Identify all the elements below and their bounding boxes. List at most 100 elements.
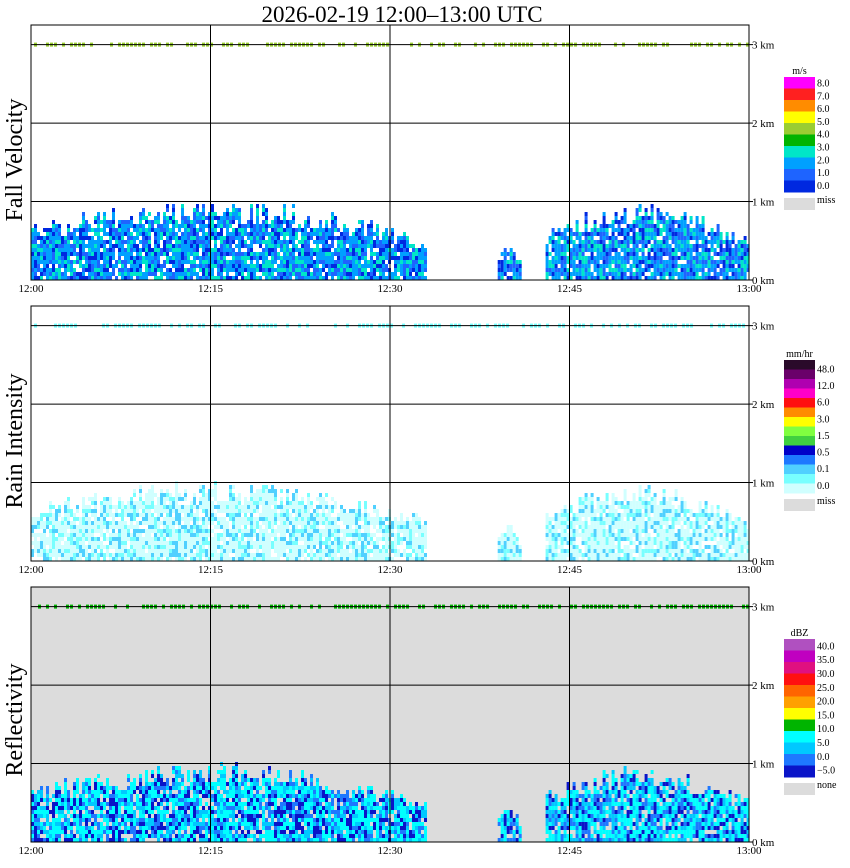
data-cell xyxy=(172,525,175,529)
data-cell xyxy=(641,557,645,561)
data-cell xyxy=(64,521,67,525)
data-cell xyxy=(581,240,585,244)
data-cell xyxy=(593,276,597,280)
data-cell xyxy=(596,517,600,521)
data-cell xyxy=(181,208,184,212)
data-cell xyxy=(349,525,352,529)
data-cell xyxy=(151,521,154,525)
data-cell xyxy=(142,272,145,276)
data-cell xyxy=(253,525,256,529)
data-cell xyxy=(211,252,214,256)
data-cell xyxy=(632,240,636,244)
data-cell xyxy=(587,264,591,268)
data-cell xyxy=(611,549,615,553)
data-cell xyxy=(584,545,588,549)
data-cell xyxy=(154,272,157,276)
data-cell xyxy=(554,268,558,272)
data-cell xyxy=(277,513,280,517)
data-cell xyxy=(220,224,223,228)
data-cell xyxy=(325,236,328,240)
data-cell xyxy=(545,517,549,521)
data-cell xyxy=(163,541,166,545)
data-cell xyxy=(190,557,193,561)
data-cell xyxy=(160,497,163,501)
data-cell xyxy=(94,545,97,549)
data-cell xyxy=(190,549,193,553)
data-cell xyxy=(259,537,262,541)
data-cell xyxy=(638,533,642,537)
data-cell xyxy=(403,260,406,264)
data-cell xyxy=(584,493,588,497)
data-cell xyxy=(503,264,507,268)
data-cell xyxy=(205,505,208,509)
data-cell xyxy=(226,501,229,505)
data-cell xyxy=(256,224,259,228)
data-cell xyxy=(418,533,421,537)
data-cell xyxy=(644,533,648,537)
data-cell xyxy=(596,264,600,268)
data-cell xyxy=(412,525,415,529)
data-cell xyxy=(316,268,319,272)
data-cell xyxy=(641,232,645,236)
data-cell xyxy=(139,220,142,224)
data-cell xyxy=(286,276,289,280)
data-cell xyxy=(85,224,88,228)
data-cell xyxy=(599,549,603,553)
data-cell xyxy=(340,505,343,509)
data-cell xyxy=(397,276,400,280)
data-cell xyxy=(325,533,328,537)
data-cell xyxy=(340,517,343,521)
data-cell xyxy=(638,204,642,208)
data-cell xyxy=(304,220,307,224)
data-cell xyxy=(563,537,567,541)
data-cell xyxy=(97,521,100,525)
data-cell xyxy=(226,529,229,533)
data-cell xyxy=(400,240,403,244)
data-cell xyxy=(124,509,127,513)
data-cell xyxy=(572,264,576,268)
data-cell xyxy=(151,557,154,561)
data-cell xyxy=(196,513,199,517)
data-cell xyxy=(503,533,507,537)
data-cell xyxy=(283,553,286,557)
data-cell xyxy=(289,533,292,537)
data-cell xyxy=(97,244,100,248)
data-cell xyxy=(298,272,301,276)
data-cell xyxy=(232,240,235,244)
data-cell xyxy=(361,256,364,260)
data-cell xyxy=(154,276,157,280)
data-cell xyxy=(319,533,322,537)
data-cell xyxy=(671,260,675,264)
data-cell xyxy=(247,501,250,505)
data-cell xyxy=(614,272,618,276)
data-cell xyxy=(232,505,235,509)
data-cell xyxy=(175,505,178,509)
data-cell xyxy=(391,533,394,537)
data-cell xyxy=(52,240,55,244)
data-cell xyxy=(241,228,244,232)
data-cell xyxy=(91,549,94,553)
data-cell xyxy=(328,549,331,553)
data-cell xyxy=(638,260,642,264)
data-cell xyxy=(548,240,552,244)
data-cell xyxy=(599,236,603,240)
data-cell xyxy=(394,549,397,553)
data-cell xyxy=(623,240,627,244)
data-cell xyxy=(37,541,40,545)
data-cell xyxy=(307,521,310,525)
data-cell xyxy=(232,541,235,545)
data-cell xyxy=(169,541,172,545)
data-cell xyxy=(139,493,142,497)
data-cell xyxy=(659,260,663,264)
data-cell xyxy=(34,537,37,541)
data-cell xyxy=(34,232,37,236)
data-cell xyxy=(52,260,55,264)
data-cell xyxy=(638,276,642,280)
data-cell xyxy=(265,248,268,252)
data-cell xyxy=(58,236,61,240)
data-cell xyxy=(611,501,615,505)
data-cell xyxy=(127,244,130,248)
data-cell xyxy=(581,276,585,280)
data-cell xyxy=(370,276,373,280)
data-cell xyxy=(316,537,319,541)
